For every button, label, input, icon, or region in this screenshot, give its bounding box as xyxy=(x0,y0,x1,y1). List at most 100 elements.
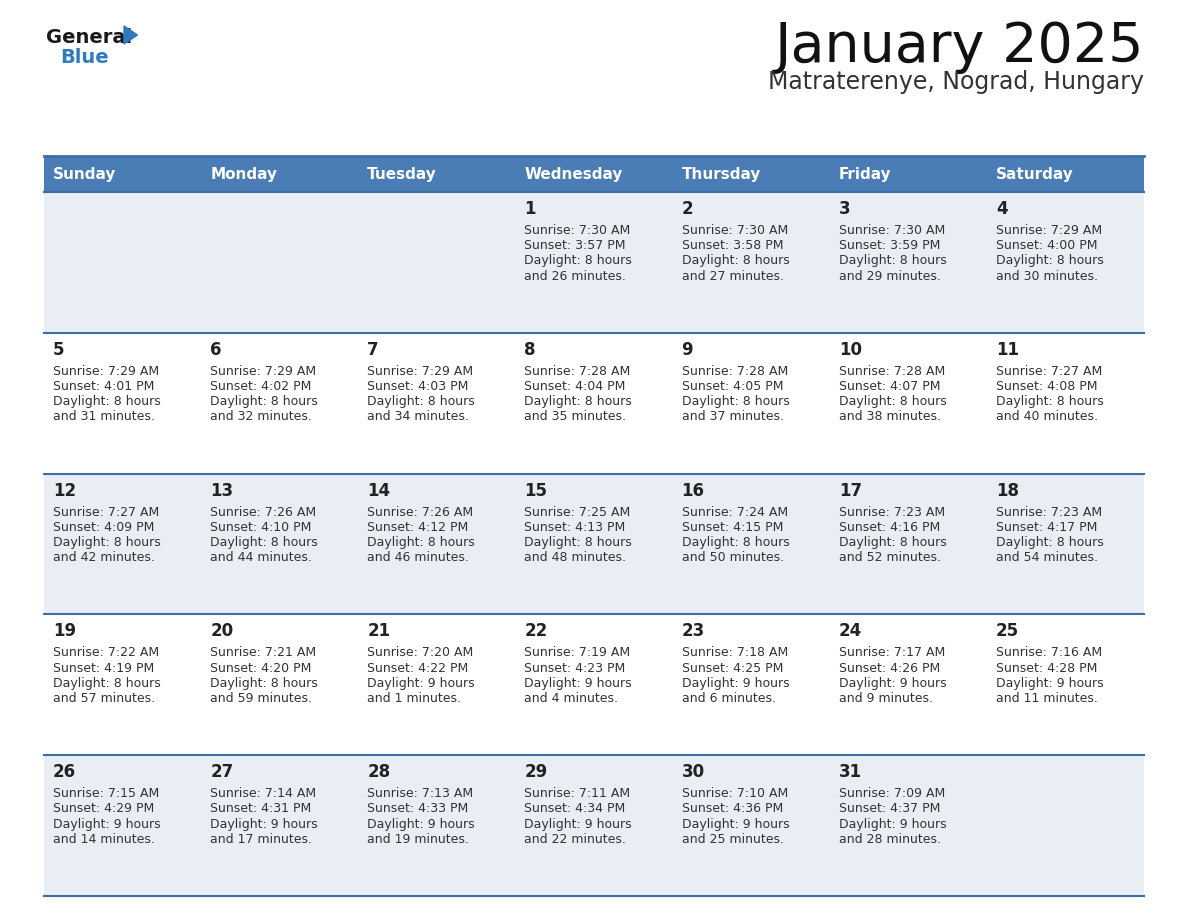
Text: 30: 30 xyxy=(682,763,704,781)
Text: 25: 25 xyxy=(996,622,1019,641)
Text: and 11 minutes.: and 11 minutes. xyxy=(996,692,1098,705)
Text: 24: 24 xyxy=(839,622,862,641)
Text: 23: 23 xyxy=(682,622,704,641)
Text: 27: 27 xyxy=(210,763,233,781)
Text: Sunrise: 7:25 AM: Sunrise: 7:25 AM xyxy=(524,506,631,519)
Text: and 50 minutes.: and 50 minutes. xyxy=(682,551,784,565)
Text: and 37 minutes.: and 37 minutes. xyxy=(682,410,784,423)
Text: Sunset: 4:36 PM: Sunset: 4:36 PM xyxy=(682,802,783,815)
Text: Daylight: 8 hours: Daylight: 8 hours xyxy=(524,536,632,549)
Text: Daylight: 9 hours: Daylight: 9 hours xyxy=(367,677,475,689)
Text: Sunset: 4:28 PM: Sunset: 4:28 PM xyxy=(996,662,1098,675)
Text: 9: 9 xyxy=(682,341,693,359)
Text: Daylight: 8 hours: Daylight: 8 hours xyxy=(996,254,1104,267)
Text: and 59 minutes.: and 59 minutes. xyxy=(210,692,312,705)
Text: Wednesday: Wednesday xyxy=(524,166,623,182)
Text: Daylight: 8 hours: Daylight: 8 hours xyxy=(839,254,947,267)
Text: Friday: Friday xyxy=(839,166,891,182)
Text: Sunrise: 7:17 AM: Sunrise: 7:17 AM xyxy=(839,646,944,659)
Text: Sunrise: 7:21 AM: Sunrise: 7:21 AM xyxy=(210,646,316,659)
Text: Sunrise: 7:26 AM: Sunrise: 7:26 AM xyxy=(367,506,473,519)
Text: 12: 12 xyxy=(53,482,76,499)
Text: Monday: Monday xyxy=(210,166,277,182)
Text: and 25 minutes.: and 25 minutes. xyxy=(682,833,784,845)
Text: Sunrise: 7:27 AM: Sunrise: 7:27 AM xyxy=(996,364,1102,378)
Text: Daylight: 8 hours: Daylight: 8 hours xyxy=(839,396,947,409)
Text: Daylight: 8 hours: Daylight: 8 hours xyxy=(682,254,789,267)
Text: 22: 22 xyxy=(524,622,548,641)
Text: Sunrise: 7:24 AM: Sunrise: 7:24 AM xyxy=(682,506,788,519)
Text: Sunrise: 7:30 AM: Sunrise: 7:30 AM xyxy=(682,224,788,237)
Text: Sunrise: 7:27 AM: Sunrise: 7:27 AM xyxy=(53,506,159,519)
Text: Sunset: 4:29 PM: Sunset: 4:29 PM xyxy=(53,802,154,815)
Text: Sunset: 4:17 PM: Sunset: 4:17 PM xyxy=(996,521,1098,533)
Text: Tuesday: Tuesday xyxy=(367,166,437,182)
Bar xyxy=(44,192,1144,333)
Text: Matraterenye, Nograd, Hungary: Matraterenye, Nograd, Hungary xyxy=(767,70,1144,94)
Text: Sunset: 4:00 PM: Sunset: 4:00 PM xyxy=(996,240,1098,252)
Text: Sunrise: 7:29 AM: Sunrise: 7:29 AM xyxy=(996,224,1102,237)
Text: General: General xyxy=(46,28,132,47)
Text: Daylight: 8 hours: Daylight: 8 hours xyxy=(53,677,160,689)
Polygon shape xyxy=(124,26,138,44)
Bar xyxy=(44,156,201,192)
Text: and 48 minutes.: and 48 minutes. xyxy=(524,551,626,565)
Text: Sunset: 4:04 PM: Sunset: 4:04 PM xyxy=(524,380,626,393)
Text: Sunset: 4:22 PM: Sunset: 4:22 PM xyxy=(367,662,468,675)
Text: 3: 3 xyxy=(839,200,851,218)
Text: Daylight: 8 hours: Daylight: 8 hours xyxy=(996,396,1104,409)
Text: Sunrise: 7:13 AM: Sunrise: 7:13 AM xyxy=(367,788,473,800)
Text: Daylight: 8 hours: Daylight: 8 hours xyxy=(367,536,475,549)
Text: Blue: Blue xyxy=(61,48,108,67)
Text: and 1 minutes.: and 1 minutes. xyxy=(367,692,461,705)
Text: 13: 13 xyxy=(210,482,233,499)
Text: and 19 minutes.: and 19 minutes. xyxy=(367,833,469,845)
Text: Sunrise: 7:22 AM: Sunrise: 7:22 AM xyxy=(53,646,159,659)
Text: 4: 4 xyxy=(996,200,1007,218)
Text: Daylight: 9 hours: Daylight: 9 hours xyxy=(524,677,632,689)
Text: and 30 minutes.: and 30 minutes. xyxy=(996,270,1098,283)
Text: Daylight: 8 hours: Daylight: 8 hours xyxy=(996,536,1104,549)
Text: Sunset: 4:15 PM: Sunset: 4:15 PM xyxy=(682,521,783,533)
Text: and 6 minutes.: and 6 minutes. xyxy=(682,692,776,705)
Text: Sunset: 4:07 PM: Sunset: 4:07 PM xyxy=(839,380,940,393)
Text: 28: 28 xyxy=(367,763,391,781)
Text: Sunrise: 7:28 AM: Sunrise: 7:28 AM xyxy=(682,364,788,378)
Text: 6: 6 xyxy=(210,341,222,359)
Text: Sunset: 4:25 PM: Sunset: 4:25 PM xyxy=(682,662,783,675)
Text: Daylight: 8 hours: Daylight: 8 hours xyxy=(682,396,789,409)
Text: 19: 19 xyxy=(53,622,76,641)
Text: Sunset: 3:57 PM: Sunset: 3:57 PM xyxy=(524,240,626,252)
Text: Daylight: 9 hours: Daylight: 9 hours xyxy=(682,818,789,831)
Text: and 29 minutes.: and 29 minutes. xyxy=(839,270,941,283)
Text: Daylight: 9 hours: Daylight: 9 hours xyxy=(53,818,160,831)
Text: and 31 minutes.: and 31 minutes. xyxy=(53,410,154,423)
Text: Sunset: 4:08 PM: Sunset: 4:08 PM xyxy=(996,380,1098,393)
Text: Sunrise: 7:29 AM: Sunrise: 7:29 AM xyxy=(210,364,316,378)
Text: and 32 minutes.: and 32 minutes. xyxy=(210,410,312,423)
Text: and 14 minutes.: and 14 minutes. xyxy=(53,833,154,845)
Text: 8: 8 xyxy=(524,341,536,359)
Text: 15: 15 xyxy=(524,482,548,499)
Text: Sunrise: 7:10 AM: Sunrise: 7:10 AM xyxy=(682,788,788,800)
Bar xyxy=(829,156,987,192)
Text: and 38 minutes.: and 38 minutes. xyxy=(839,410,941,423)
Text: and 46 minutes.: and 46 minutes. xyxy=(367,551,469,565)
Text: Daylight: 8 hours: Daylight: 8 hours xyxy=(524,254,632,267)
Text: Sunset: 4:01 PM: Sunset: 4:01 PM xyxy=(53,380,154,393)
Text: 16: 16 xyxy=(682,482,704,499)
Text: and 40 minutes.: and 40 minutes. xyxy=(996,410,1098,423)
Text: Sunset: 4:05 PM: Sunset: 4:05 PM xyxy=(682,380,783,393)
Text: 5: 5 xyxy=(53,341,64,359)
Text: Daylight: 9 hours: Daylight: 9 hours xyxy=(682,677,789,689)
Text: Daylight: 8 hours: Daylight: 8 hours xyxy=(367,396,475,409)
Text: Sunrise: 7:20 AM: Sunrise: 7:20 AM xyxy=(367,646,474,659)
Text: Daylight: 9 hours: Daylight: 9 hours xyxy=(524,818,632,831)
Bar xyxy=(359,156,516,192)
Text: Daylight: 8 hours: Daylight: 8 hours xyxy=(53,396,160,409)
Text: 14: 14 xyxy=(367,482,391,499)
Bar xyxy=(44,756,1144,896)
Text: Sunrise: 7:23 AM: Sunrise: 7:23 AM xyxy=(996,506,1102,519)
Text: Sunset: 4:23 PM: Sunset: 4:23 PM xyxy=(524,662,626,675)
Text: and 27 minutes.: and 27 minutes. xyxy=(682,270,784,283)
